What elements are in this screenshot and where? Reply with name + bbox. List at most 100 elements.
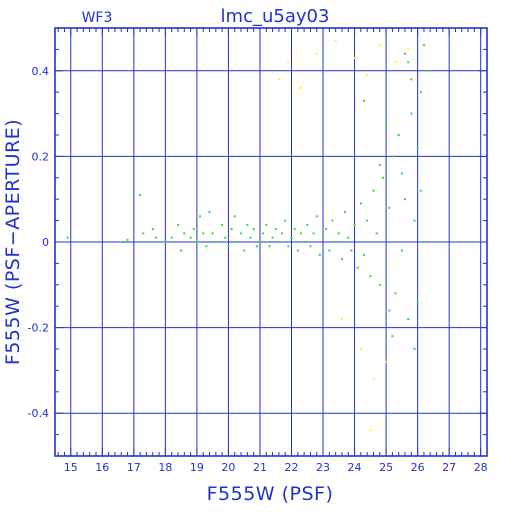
data-point	[306, 223, 309, 226]
data-point	[378, 283, 381, 286]
data-point	[199, 215, 202, 218]
data-point	[240, 232, 243, 235]
data-point-secondary	[385, 360, 388, 363]
data-point	[268, 245, 271, 248]
data-point	[328, 249, 331, 252]
data-point-secondary	[359, 348, 362, 350]
data-point	[325, 228, 328, 231]
data-point	[419, 91, 422, 94]
data-point	[337, 232, 340, 235]
data-point	[347, 236, 350, 239]
x-tick-label: 17	[127, 461, 141, 474]
data-point	[391, 335, 394, 338]
data-point	[422, 241, 425, 243]
data-point	[385, 125, 388, 128]
data-point	[274, 228, 277, 231]
data-point	[419, 189, 422, 192]
data-point	[375, 232, 378, 235]
data-point	[369, 275, 372, 278]
data-point	[344, 211, 347, 214]
data-point	[315, 215, 318, 218]
data-point	[139, 193, 142, 196]
data-point	[224, 236, 227, 239]
data-point	[183, 232, 186, 235]
x-tick-label: 18	[158, 461, 172, 474]
x-tick-label: 26	[411, 461, 425, 474]
data-point	[366, 219, 369, 222]
data-point	[331, 219, 334, 222]
data-point	[236, 241, 239, 243]
data-point	[407, 318, 410, 321]
data-point-secondary	[378, 44, 381, 47]
data-point	[271, 236, 274, 239]
y-tick-label: -0.4	[28, 407, 49, 420]
data-point	[293, 228, 296, 231]
grid	[55, 28, 487, 456]
data-point	[277, 241, 280, 243]
data-point	[385, 262, 388, 265]
data-point	[378, 163, 381, 166]
data-point	[265, 223, 268, 226]
data-point	[221, 223, 224, 226]
data-point	[422, 44, 425, 47]
data-point	[407, 61, 410, 64]
data-point	[359, 202, 362, 205]
data-point-secondary	[334, 39, 337, 42]
data-point	[388, 206, 391, 209]
data-point-secondary	[287, 61, 290, 64]
data-point	[391, 155, 394, 158]
data-point	[176, 223, 179, 226]
data-point	[350, 249, 353, 252]
y-tick-label: 0.2	[32, 150, 50, 163]
data-point-secondary	[340, 318, 343, 321]
data-point-secondary	[315, 52, 318, 55]
data-point	[227, 245, 230, 248]
data-point	[192, 228, 195, 231]
data-point	[284, 219, 287, 222]
x-tick-label: 19	[190, 461, 204, 474]
y-tick-label: 0	[42, 236, 49, 249]
data-point	[416, 300, 419, 303]
data-point	[388, 309, 391, 312]
data-point	[413, 348, 416, 350]
y-tick-label: -0.2	[28, 322, 49, 335]
data-point	[410, 78, 413, 81]
x-tick-label: 16	[95, 461, 109, 474]
chart-title: lmc_u5ay03	[221, 6, 330, 27]
data-point	[340, 258, 343, 261]
data-point	[416, 146, 419, 149]
data-point	[255, 245, 258, 248]
data-point	[413, 219, 416, 222]
data-point	[154, 236, 157, 239]
data-point	[202, 232, 205, 235]
data-point	[363, 253, 366, 256]
x-tick-label: 25	[379, 461, 393, 474]
y-axis-title: F555W (PSF−APERTURE)	[2, 119, 24, 365]
data-point	[356, 266, 359, 269]
data-point	[426, 69, 429, 72]
data-point	[287, 245, 290, 248]
data-point	[363, 99, 366, 102]
data-point-secondary	[366, 74, 369, 77]
data-point	[230, 228, 233, 231]
data-point	[252, 228, 255, 231]
data-point	[334, 241, 337, 243]
data-point	[312, 232, 315, 235]
data-point	[208, 211, 211, 214]
data-point	[189, 236, 192, 239]
data-point	[303, 241, 306, 243]
x-axis-title: F555W (PSF)	[207, 483, 334, 505]
data-point	[123, 241, 126, 243]
x-tick-label: 20	[221, 461, 235, 474]
axis-ticks: 15 16 17 18 19 20 21 22 23 24 25 26 27 28 0.4 0.2 0 -0.2 -…	[28, 27, 488, 474]
data-point	[381, 176, 384, 179]
data-point	[394, 292, 397, 295]
data-point-secondary	[407, 48, 410, 51]
x-tick-label: 28	[474, 461, 488, 474]
data-point	[281, 232, 284, 235]
data-point-secondary	[372, 377, 375, 380]
data-point	[309, 245, 312, 248]
data-point	[372, 189, 375, 192]
data-point-secondary	[299, 86, 302, 89]
